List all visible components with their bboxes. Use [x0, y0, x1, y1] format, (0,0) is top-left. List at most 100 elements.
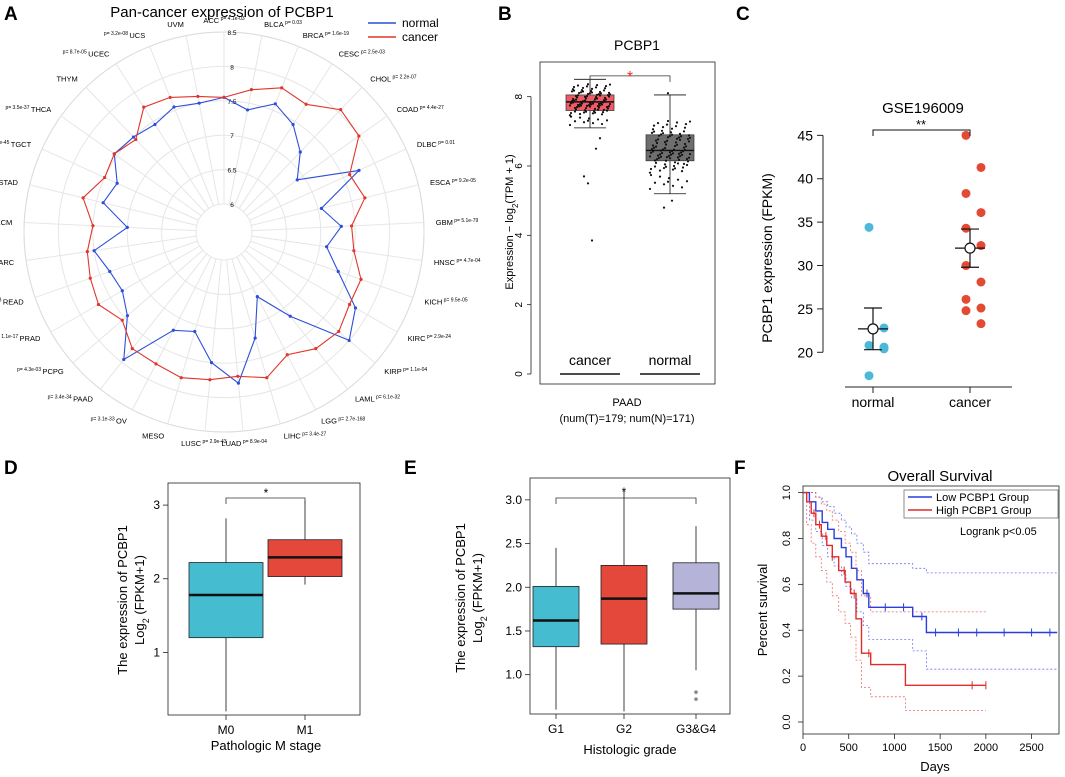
b-data-point: [573, 110, 577, 113]
b-data-point: [651, 128, 655, 131]
radar-pvalue-ov: p= 3.1e-33: [91, 416, 116, 422]
b-data-point: [681, 166, 685, 169]
b-data-point: [586, 119, 590, 122]
c-y-tick-label-40: 40: [797, 171, 813, 187]
radar-category-name: CESC: [339, 50, 360, 59]
b-data-point: [657, 134, 661, 137]
legend-normal-label: normal: [402, 16, 439, 30]
radar-category-ucs: p= 3.2e-08 UCS: [104, 31, 145, 40]
e-x-tick-label-g1: G1: [548, 722, 564, 736]
radar-spoke: [85, 86, 206, 213]
c-mean-marker-cancer: [964, 242, 976, 254]
c-y-tick-label-35: 35: [797, 214, 813, 230]
radar-category-lusc: LUSC p= 2.9e-43: [181, 439, 227, 448]
b-data-point: [575, 96, 579, 99]
radar-point-normal: [209, 361, 214, 365]
c-y-tick-label-25: 25: [797, 301, 813, 317]
radar-spoke: [236, 256, 317, 410]
b-data-point: [675, 121, 679, 124]
b-data-point: [596, 118, 600, 121]
e-box-g3-g4: [672, 562, 720, 610]
c-y-tick-label-30: 30: [797, 258, 813, 274]
b-data-point: [678, 138, 682, 141]
radar-pvalue-brca: p= 1.6e-19: [324, 31, 350, 37]
e-y-tick-label-3-0: 3.0: [505, 493, 522, 507]
b-data-point: [582, 121, 586, 124]
radar-category-paad: p= 3.4e-34 PAAD: [48, 395, 94, 404]
radar-spoke: [29, 184, 197, 226]
radar-category-name: HNSC: [434, 258, 456, 267]
radar-category-kirp: KIRP p= 1.1e-04: [384, 367, 427, 376]
b-data-point: [600, 113, 604, 116]
radar-point-normal: [108, 269, 112, 274]
radar-category-lgg: LGG p= 2.7e-168: [321, 416, 365, 425]
radar-pvalue-lihc: p= 3.4e-27: [301, 431, 327, 437]
radar-point-normal: [336, 269, 340, 274]
radar-category-tgct: p= 1.2e-45 TGCT: [0, 140, 32, 149]
radar-pvalue-read: p= 1.2e-13: [0, 297, 3, 303]
b-data-point: [585, 85, 589, 88]
radar-spoke: [60, 115, 202, 217]
b-data-point: [608, 102, 612, 106]
radar-pvalue-pcpg: p= 4.3e-03: [17, 367, 42, 373]
radar-point-cancer: [208, 378, 212, 382]
e-significance-label: *: [622, 485, 627, 499]
b-significance-bracket: [589, 75, 671, 82]
panel-label-e: E: [404, 458, 417, 479]
b-data-point: [585, 104, 589, 108]
b-data-point: [671, 168, 675, 171]
c-point-cancer: [961, 130, 971, 140]
b-data-point: [676, 162, 680, 165]
d-ylabel-post: (FPKM+1): [132, 555, 147, 618]
b-data-point: [577, 91, 581, 95]
b-data-point: [679, 135, 683, 138]
e-y-tick-label-2-5: 2.5: [505, 537, 522, 551]
b-data-point: [587, 117, 591, 120]
b-data-point: [684, 122, 688, 126]
b-data-point: [569, 111, 573, 115]
radar-point-cancer: [134, 137, 138, 142]
b-data-point: [584, 106, 588, 110]
b-data-point: [664, 143, 668, 146]
f-y-tick-label-0-4: 0.4: [781, 623, 793, 638]
b-data-point: [688, 120, 692, 123]
c-point-cancer: [976, 208, 986, 218]
radar-spoke: [72, 249, 204, 364]
b-data-point: [584, 110, 588, 113]
radar-category-name: UCS: [129, 31, 145, 40]
f-y-tick-label-0-8: 0.8: [781, 531, 793, 546]
radar-point-cancer: [357, 134, 361, 138]
b-data-point: [670, 133, 674, 136]
b-data-point: [671, 152, 675, 155]
radar-pvalue-thca: p= 3.5e-37: [5, 105, 30, 111]
radar-pvalue-esca: p= 9.2e-05: [450, 178, 476, 184]
b-data-point: [664, 165, 668, 168]
radar-point-cancer: [120, 318, 124, 322]
f-y-label: Percent survival: [755, 564, 770, 657]
b-data-point: [678, 155, 682, 158]
f-y-tick-label-0-6: 0.6: [781, 577, 793, 592]
b-data-point: [666, 180, 670, 183]
b-group-label-normal: normal: [649, 352, 692, 368]
b-data-point: [675, 137, 679, 140]
b-data-point: [583, 99, 587, 102]
f-x-tick-label-2500: 2500: [1019, 742, 1043, 754]
radar-point-normal: [120, 289, 124, 293]
radar-spoke: [149, 46, 215, 207]
b-data-point: [594, 86, 598, 89]
f-plot-area: 0.0 0.2 0.4 0.6 0.8 1.0 0 500 1000 1500 2000 2500: [781, 485, 1058, 754]
radar-category-name: MESO: [142, 431, 164, 440]
b-data-point: [668, 134, 672, 138]
b-data-point: [662, 206, 666, 209]
b-data-point: [596, 108, 600, 111]
radar-series-cancer-line: [82, 87, 366, 381]
radar-tick-7: 7: [230, 133, 234, 140]
f-ci-lower-high-pcbp1-group: [803, 492, 986, 711]
b-ylabel-sub: 2: [511, 203, 520, 208]
b-data-point: [603, 100, 607, 103]
radar-point-cancer: [96, 302, 101, 307]
radar-category-esca: ESCA p= 9.2e-05: [430, 178, 476, 187]
panel-label-a: A: [4, 4, 18, 25]
b-data-point: [581, 90, 585, 93]
c-point-cancer: [961, 261, 971, 271]
